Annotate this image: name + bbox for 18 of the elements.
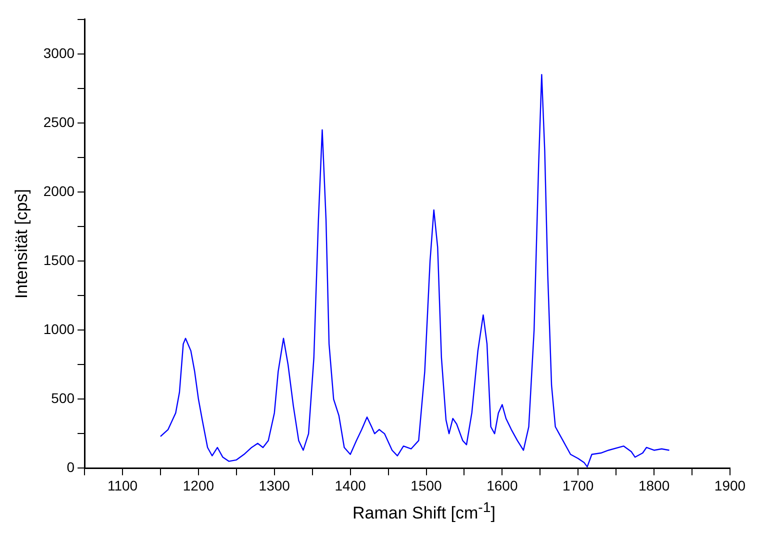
x-tick-label: 1900 [714, 477, 746, 494]
y-tick-label: 500 [51, 390, 75, 406]
y-tick-label: 1500 [43, 252, 75, 268]
x-tick-label: 1200 [182, 477, 214, 494]
x-tick-label: 1500 [410, 477, 442, 494]
y-tick-label: 1000 [43, 320, 75, 337]
x-tick-label: 1600 [486, 477, 518, 494]
y-axis-title: Intensität [cps] [12, 188, 31, 299]
x-tick-label: 1300 [258, 477, 290, 494]
x-tick-label: 1800 [638, 477, 670, 494]
x-axis-title: Raman Shift [cm$^{-1}$] [352, 500, 496, 524]
x-tick-label: 1400 [334, 477, 366, 494]
y-tick-label: 2000 [43, 182, 75, 199]
x-tick-label: 1700 [562, 477, 594, 494]
y-tick-label: 2500 [43, 114, 75, 130]
y-tick-label: 0 [66, 459, 75, 476]
x-tick-label: 1100 [107, 477, 138, 494]
y-tick-label: 3000 [43, 44, 75, 61]
